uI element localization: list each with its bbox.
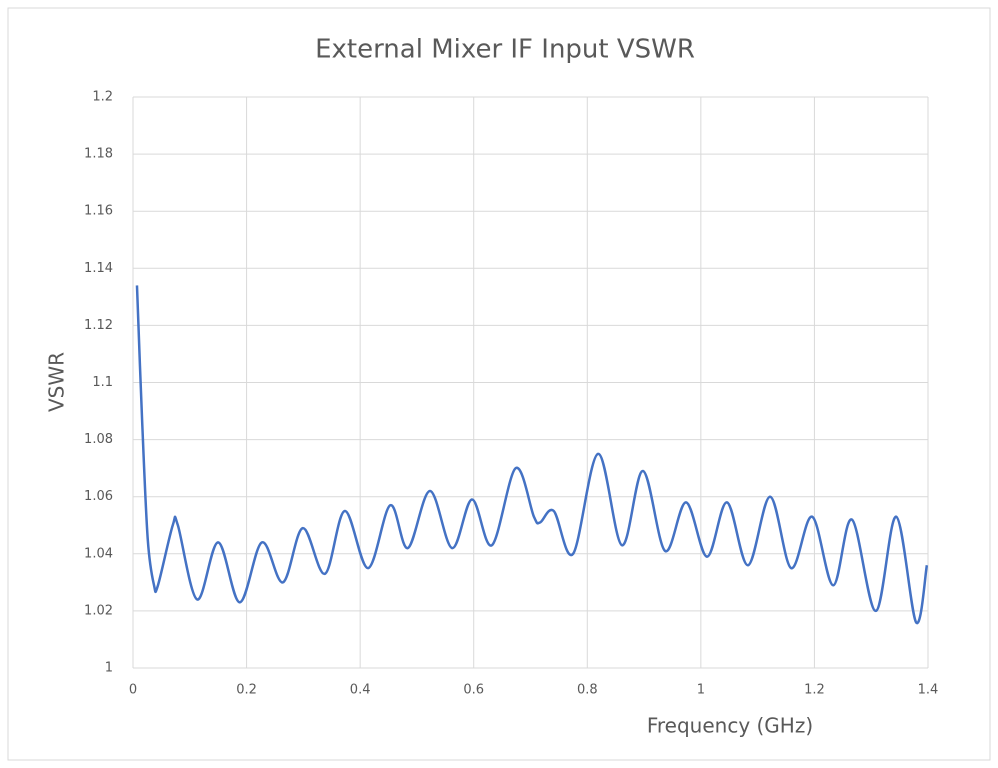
y-tick-label: 1.02 — [84, 603, 113, 618]
y-tick-label: 1.2 — [92, 90, 113, 105]
x-tick-label: 1.2 — [804, 683, 825, 698]
y-axis-label: VSWR — [45, 352, 69, 412]
x-tick-label: 0.6 — [463, 683, 484, 698]
chart-border — [7, 7, 991, 761]
data-line — [135, 285, 929, 625]
y-tick-label: 1.18 — [84, 147, 113, 162]
y-tick-label: 1.16 — [84, 204, 113, 219]
x-tick-label: 0.8 — [577, 683, 598, 698]
x-tick-label: 0.2 — [236, 683, 257, 698]
x-tick-label: 0.4 — [350, 683, 371, 698]
x-tick-label: 1.4 — [918, 683, 939, 698]
x-tick-label: 0 — [129, 683, 137, 698]
chart-title: External Mixer IF Input VSWR — [315, 35, 695, 65]
y-tick-label: 1.08 — [84, 432, 113, 447]
y-tick-label: 1.14 — [84, 261, 113, 276]
x-tick-label: 1 — [697, 683, 705, 698]
y-tick-label: 1.04 — [84, 546, 113, 561]
x-axis-label: Frequency (GHz) — [647, 714, 813, 738]
y-tick-label: 1.1 — [92, 375, 113, 390]
y-tick-label: 1.12 — [84, 318, 113, 333]
y-tick-label: 1.06 — [84, 489, 113, 504]
y-tick-label: 1 — [105, 661, 113, 676]
